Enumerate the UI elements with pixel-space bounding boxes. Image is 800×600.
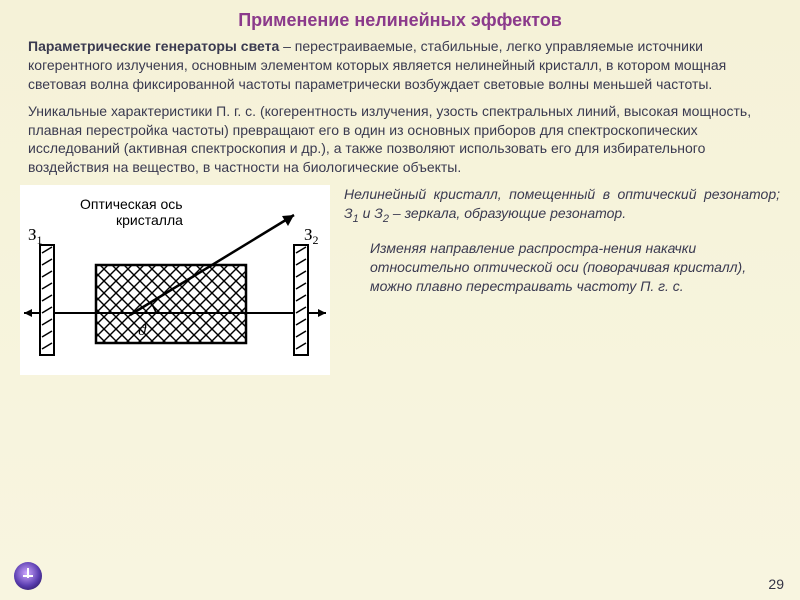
page-number: 29: [768, 576, 784, 592]
page-title: Применение нелинейных эффектов: [0, 0, 800, 37]
mirror-left: [40, 245, 54, 355]
para1-bold: Параметрические генераторы света: [28, 38, 279, 54]
tuning-note: Изменяя направление распростра-нения нак…: [344, 239, 780, 296]
slide-page: Применение нелинейных эффектов Параметри…: [0, 0, 800, 600]
right-column: Нелинейный кристалл, помещенный в оптиче…: [344, 185, 780, 380]
diagram-caption: Нелинейный кристалл, помещенный в оптиче…: [344, 185, 780, 227]
logo-icon: [14, 562, 42, 590]
mirror-right: [294, 245, 308, 355]
diagram-container: З1 З2: [20, 185, 330, 380]
paragraph-2: Уникальные характеристики П. г. с. (коге…: [0, 102, 800, 186]
lower-section: З1 З2: [0, 185, 800, 380]
crystal-rect: [96, 265, 246, 343]
axis-label-line2: кристалла: [116, 212, 183, 228]
crystal-resonator-diagram: З1 З2: [20, 185, 330, 375]
axis-label-line1: Оптическая ось: [80, 196, 183, 212]
paragraph-1: Параметрические генераторы света – перес…: [0, 37, 800, 102]
angle-label: ϑ: [138, 322, 147, 339]
